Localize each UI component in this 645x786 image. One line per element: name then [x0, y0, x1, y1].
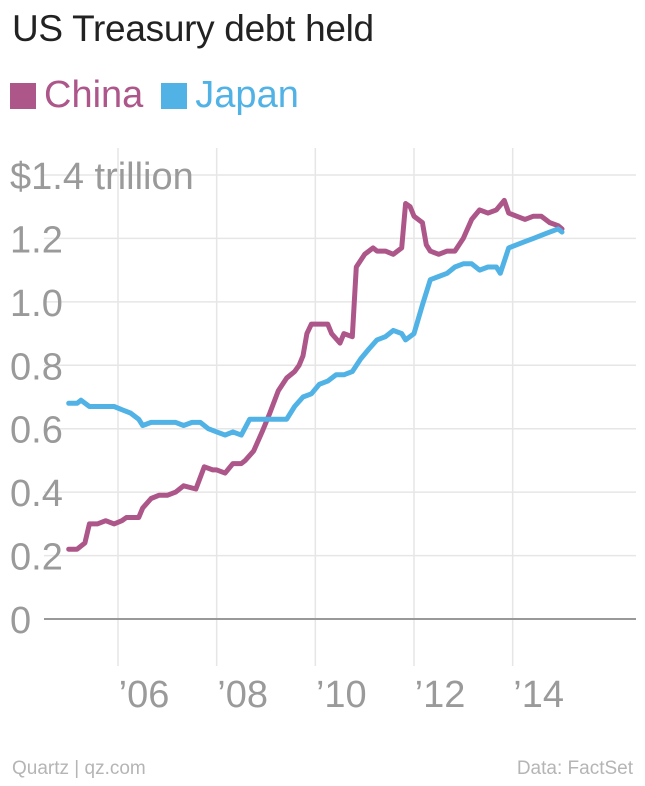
legend-swatch-japan — [161, 82, 188, 109]
series-line-japan — [66, 226, 565, 438]
legend-label-china: China — [44, 74, 144, 116]
data-source: Data: FactSet — [516, 758, 633, 779]
series-line-china — [66, 197, 565, 552]
x-tick-label-0: ’06 — [119, 674, 170, 716]
y-tick-label-3: 0.6 — [10, 410, 63, 452]
x-tick-label-1: ’08 — [217, 674, 268, 716]
legend-label-japan: Japan — [195, 74, 299, 116]
y-tick-label-6: 1.2 — [10, 219, 63, 261]
y-tick-label-7: $1.4 trillion — [10, 156, 194, 198]
x-tick-label-2: ’10 — [316, 674, 367, 716]
chart-title: US Treasury debt held — [12, 8, 374, 49]
legend-swatch-china — [10, 82, 36, 109]
y-tick-label-0: 0 — [10, 600, 31, 642]
legend-item-japan: Japan — [161, 74, 299, 117]
legend-item-china: China — [10, 74, 143, 117]
source-credit: Quartz | qz.com — [12, 758, 146, 779]
legend: China Japan — [10, 74, 299, 117]
y-tick-label-4: 0.8 — [10, 346, 63, 388]
y-tick-label-2: 0.4 — [10, 473, 63, 515]
y-tick-label-5: 1.0 — [10, 283, 63, 325]
x-tick-label-3: ’12 — [415, 674, 466, 716]
x-tick-label-4: ’14 — [513, 674, 564, 716]
y-tick-label-1: 0.2 — [10, 537, 63, 579]
